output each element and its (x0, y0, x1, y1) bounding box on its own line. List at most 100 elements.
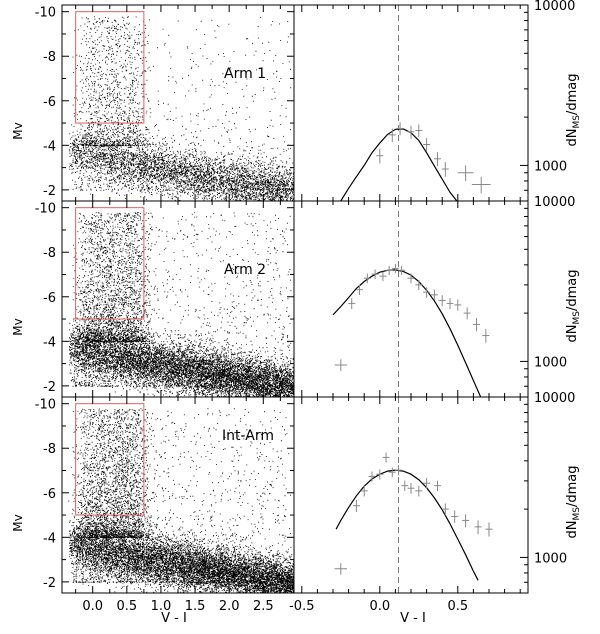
cmd-y-tick-label: -2 (43, 184, 56, 199)
cmd-point-cloud-1 (68, 16, 294, 201)
lf-data-point (485, 522, 493, 537)
y-axis-label-lf-3: dNMS/dmag (565, 466, 582, 539)
lf-data-point (388, 128, 396, 142)
cmd-y-tick-label: -4 (43, 531, 56, 546)
lf-data-point (363, 273, 371, 284)
x-axis-label-cmd: V - I (161, 611, 187, 626)
cmd-point-cloud-2 (68, 212, 294, 397)
lf-data-point (471, 176, 491, 194)
lf-data-point (407, 125, 415, 139)
cmd-x-tick-label: 1.0 (151, 599, 172, 614)
lf-x-tick-label: 0.0 (369, 599, 390, 614)
panel-label-arm-1: Arm 1 (224, 66, 266, 82)
lf-data-point (451, 510, 459, 523)
lf-data-point (423, 287, 431, 298)
cmd-x-tick-label: 2.0 (219, 599, 240, 614)
lf-data-point (441, 503, 449, 516)
y-axis-label-mv-2: Mv (11, 318, 25, 335)
cmd-points-3 (68, 408, 294, 593)
selection-box-2 (75, 207, 145, 320)
lf-y-tick-label: 1000 (534, 355, 567, 370)
lf-x-tick-label: 0.5 (447, 599, 468, 614)
cmd-y-tick-label: -8 (43, 50, 56, 65)
selection-box-1 (75, 11, 145, 124)
lf-data-point (395, 465, 403, 476)
model-curve-3 (335, 469, 479, 581)
lf-data-point (407, 482, 415, 494)
cmd-y-tick-label: -10 (35, 202, 56, 217)
lf-frame-1 (293, 4, 529, 202)
lf-data-point (401, 480, 409, 492)
cmd-points-2 (68, 212, 294, 397)
cmd-point-cloud-3 (68, 408, 294, 593)
lf-y-tick-label: 10000 (534, 0, 575, 14)
cmd-y-tick-label: -4 (43, 335, 56, 350)
cmd-panel-1: -10 -8 -6 -4 -2 (35, 4, 295, 202)
lf-data-point (463, 307, 471, 320)
lf-data-point (423, 138, 431, 152)
lf-frame-3 (293, 396, 529, 594)
lf-data-point (376, 469, 384, 480)
cmd-x-tick-label: 0.0 (82, 599, 103, 614)
cmd-y-tick-label: -10 (35, 398, 56, 413)
lf-data-point (376, 148, 384, 164)
lf-data-point (441, 162, 449, 177)
lf-data-point (334, 359, 348, 372)
lf-data-point (473, 318, 481, 332)
lf-data-point (438, 295, 446, 307)
model-curve-1 (340, 128, 458, 201)
cmd-y-tick-label: -2 (43, 380, 56, 395)
lf-x-tick-label: -0.5 (289, 599, 314, 614)
panel-label-arm-2: Arm 2 (224, 262, 266, 278)
panel-label-int-arm: Int-Arm (222, 428, 274, 444)
cmd-y-tick-label: -6 (43, 95, 56, 110)
lf-y-tick-label: 10000 (534, 195, 575, 210)
cmd-y-tick-label: -8 (43, 442, 56, 457)
lf-data-point (334, 563, 348, 575)
cmd-x-tick-label: 0.5 (116, 599, 137, 614)
lf-data-point (356, 284, 364, 295)
lf-y-tick-label: 10000 (534, 391, 575, 406)
lf-data-point (434, 152, 442, 167)
lf-data-point (430, 289, 438, 301)
lf-data-point (415, 279, 423, 291)
x-axis-label-lf: V - I (400, 611, 426, 626)
lf-data-point (371, 269, 379, 280)
lf-data-point (454, 299, 462, 311)
lf-data-point (415, 485, 423, 497)
cmd-panel-2: -10 -8 -6 -4 -2 (35, 200, 295, 398)
lf-panel-1: 10000 1000 (293, 0, 575, 202)
cmd-y-tick-label: -6 (43, 291, 56, 306)
cmd-y-tick-label: -8 (43, 246, 56, 261)
cmd-y-tick-label: -4 (43, 139, 56, 154)
lf-y-tick-label: 1000 (534, 159, 567, 174)
cmd-panel-3: -10 -8 -6 -4 -2 0.0 0.5 1.0 1.5 2.0 2.5 (35, 396, 295, 614)
lf-data-point (352, 499, 360, 512)
lf-data-point (423, 478, 431, 489)
cmd-y-tick-label: -10 (35, 6, 56, 21)
lf-data-point (388, 467, 396, 478)
y-axis-label-lf-1: dNMS/dmag (565, 74, 582, 147)
cmd-y-tick-label: -2 (43, 576, 56, 591)
y-axis-label-mv-1: Mv (11, 122, 25, 139)
cmd-x-tick-label: 1.5 (185, 599, 206, 614)
lf-data-point (368, 471, 376, 482)
cmd-points-1 (68, 16, 294, 201)
cmd-y-tick-label: -6 (43, 487, 56, 502)
lf-data-point (474, 520, 482, 534)
cmd-x-tick-label: 2.5 (253, 599, 274, 614)
lf-data-point (396, 122, 404, 136)
lf-frame-2 (293, 200, 529, 398)
lf-data-point (415, 124, 423, 138)
lf-data-point (398, 265, 406, 276)
lf-data-point (482, 329, 490, 343)
lf-data-point (434, 480, 442, 492)
lf-data-point (462, 514, 470, 528)
lf-data-point (457, 165, 474, 181)
lf-data-point (360, 485, 368, 497)
lf-data-point (407, 273, 415, 284)
y-axis-label-lf-2: dNMS/dmag (565, 270, 582, 343)
lf-data-point (385, 265, 393, 276)
lf-data-point (379, 271, 387, 282)
